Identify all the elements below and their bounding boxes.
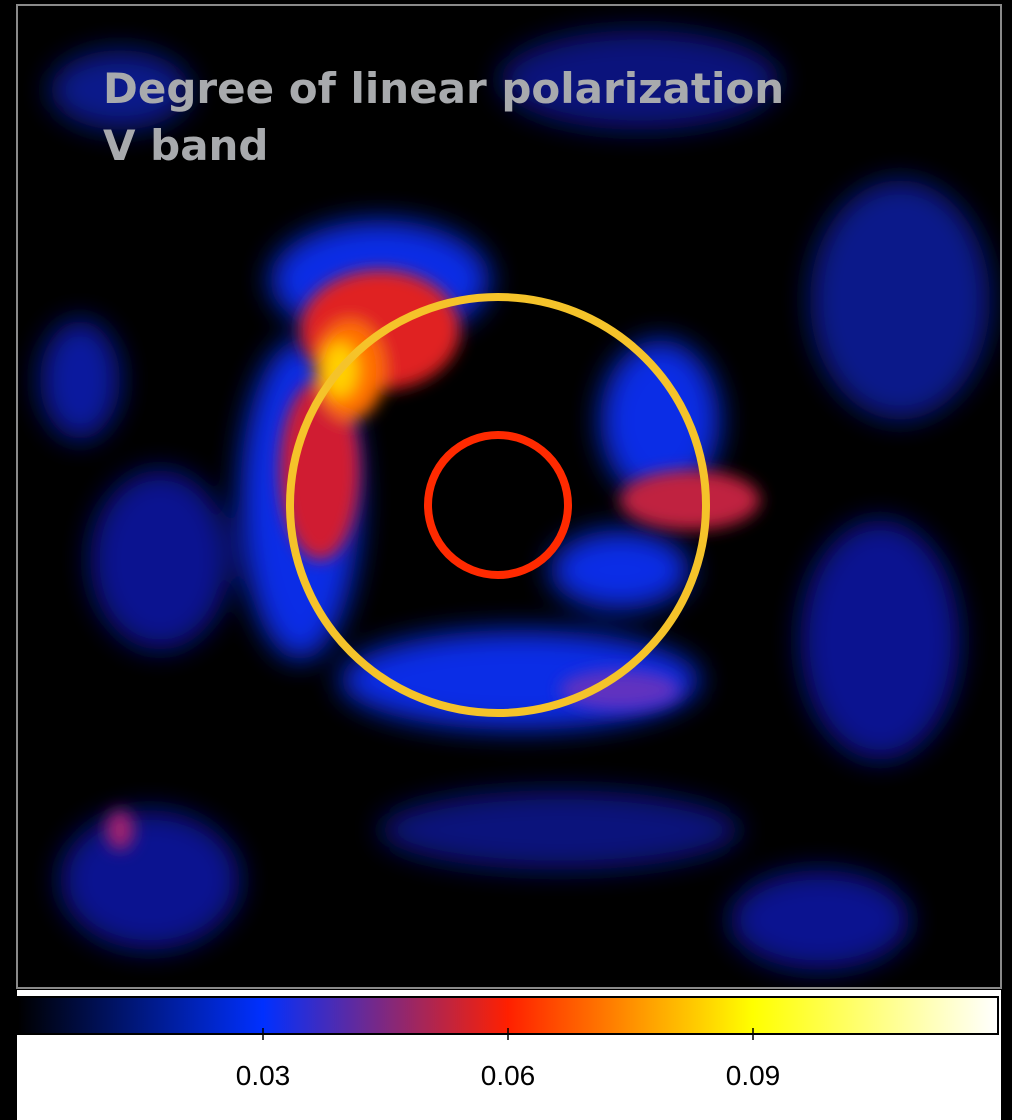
tick-label: 0.03 xyxy=(236,1060,291,1091)
title: Degree of linear polarization xyxy=(103,64,784,113)
subtitle: V band xyxy=(103,121,269,170)
tick-label: 0.09 xyxy=(726,1060,781,1091)
figure: Degree of linear polarization V band 0.0… xyxy=(0,0,1012,1120)
tick-label: 0.06 xyxy=(481,1060,536,1091)
